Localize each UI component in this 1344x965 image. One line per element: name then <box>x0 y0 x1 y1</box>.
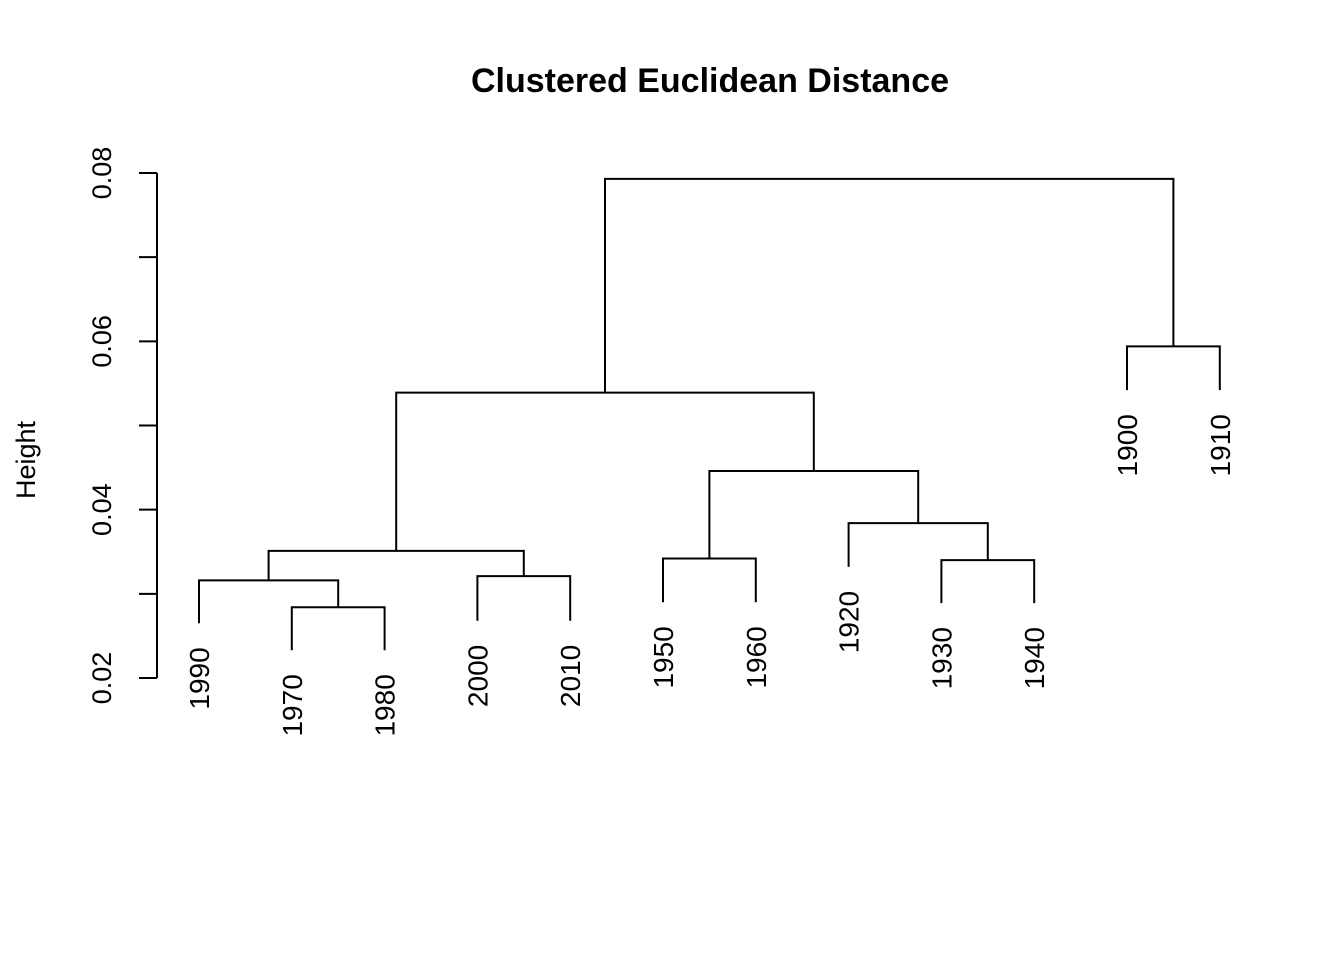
leaf-label: 1900 <box>1112 414 1143 476</box>
y-tick-label: 0.06 <box>87 315 117 368</box>
leaf-label: 1910 <box>1205 414 1236 476</box>
dendrogram-link <box>476 575 572 621</box>
leaf-label: 1920 <box>834 591 865 653</box>
leaf-label: 1990 <box>184 647 215 709</box>
dendrogram-link <box>198 579 340 624</box>
leaf-label: 2010 <box>555 645 586 707</box>
dendrogram-links <box>198 177 1221 651</box>
dendrogram-link <box>708 469 920 559</box>
leaf-label: 1970 <box>277 674 308 736</box>
leaf-label: 1940 <box>1019 627 1050 689</box>
y-tick-label: 0.02 <box>87 652 117 705</box>
dendrogram-link <box>940 559 1036 604</box>
leaf-label: 1950 <box>648 626 679 688</box>
y-axis-title: Height <box>11 420 41 499</box>
leaf-label: 2000 <box>462 645 493 707</box>
leaf-label: 1960 <box>741 626 772 688</box>
dendrogram-link <box>662 557 757 603</box>
leaf-labels: 1990 1970 1980 2000 2010 1950 1960 1920 1930 1940… <box>184 414 1236 736</box>
y-tick-label: 0.04 <box>87 483 117 536</box>
leaf-label: 1980 <box>370 674 401 736</box>
dendrogram-link <box>290 606 386 651</box>
dendrogram-link <box>1126 345 1221 391</box>
chart-title: Clustered Euclidean Distance <box>471 62 949 100</box>
y-tick-label: 0.08 <box>87 147 117 200</box>
dendrogram-link <box>604 177 1175 393</box>
y-axis: 0.02 0.04 0.06 0.08 <box>87 147 158 705</box>
leaf-label: 1930 <box>926 627 957 689</box>
